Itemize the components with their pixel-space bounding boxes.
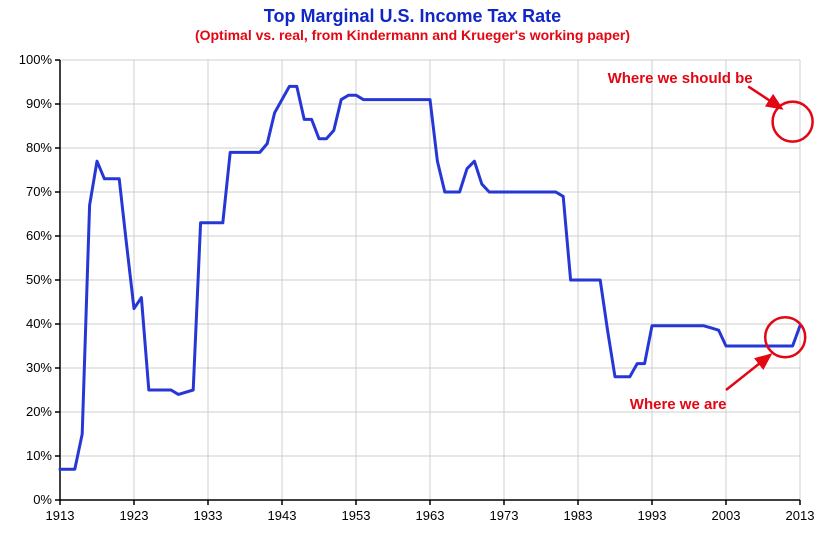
y-tick-label: 0% [12, 492, 52, 507]
x-tick-label: 1933 [188, 508, 228, 523]
y-tick-label: 80% [12, 140, 52, 155]
x-tick-label: 1963 [410, 508, 450, 523]
y-tick-label: 70% [12, 184, 52, 199]
y-tick-label: 60% [12, 228, 52, 243]
chart-subtitle: (Optimal vs. real, from Kindermann and K… [0, 27, 825, 43]
y-tick-label: 10% [12, 448, 52, 463]
y-tick-label: 90% [12, 96, 52, 111]
x-tick-label: 2003 [706, 508, 746, 523]
x-tick-label: 1973 [484, 508, 524, 523]
x-tick-label: 1913 [40, 508, 80, 523]
plot-area [60, 60, 800, 500]
x-tick-label: 1993 [632, 508, 672, 523]
y-tick-label: 20% [12, 404, 52, 419]
chart-container: Top Marginal U.S. Income Tax Rate (Optim… [0, 0, 825, 535]
y-tick-label: 50% [12, 272, 52, 287]
x-tick-label: 2013 [780, 508, 820, 523]
x-tick-label: 1923 [114, 508, 154, 523]
y-tick-label: 40% [12, 316, 52, 331]
x-tick-label: 1943 [262, 508, 302, 523]
y-tick-label: 30% [12, 360, 52, 375]
chart-title-block: Top Marginal U.S. Income Tax Rate (Optim… [0, 6, 825, 43]
chart-svg [60, 60, 800, 500]
annotation-should-be: Where we should be [608, 70, 753, 87]
chart-title: Top Marginal U.S. Income Tax Rate [0, 6, 825, 27]
x-tick-label: 1953 [336, 508, 376, 523]
annotation-we-are: Where we are [630, 396, 727, 413]
x-tick-label: 1983 [558, 508, 598, 523]
y-tick-label: 100% [12, 52, 52, 67]
